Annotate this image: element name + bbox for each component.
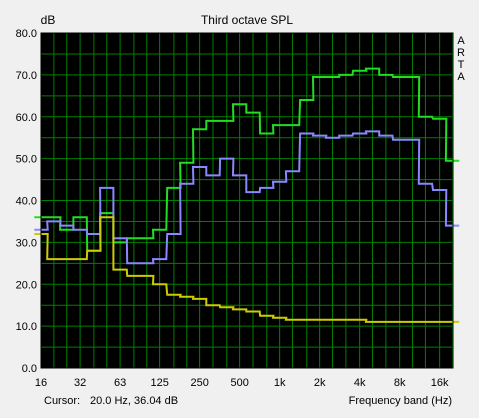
chart-title: Third octave SPL xyxy=(201,13,293,27)
side-label-letter: A xyxy=(457,35,465,47)
cursor-readout: 20.0 Hz, 36.04 dB xyxy=(90,395,178,407)
x-tick-label: 250 xyxy=(190,377,208,389)
y-axis-label: dB xyxy=(41,13,56,27)
y-tick-label: 40.0 xyxy=(16,196,37,208)
side-label-letter: T xyxy=(458,59,465,71)
grid-layer xyxy=(40,33,454,368)
side-label-letter: R xyxy=(457,47,465,59)
side-label-letter: A xyxy=(457,71,465,83)
x-tick-label: 16k xyxy=(431,377,449,389)
x-tick-label: 4k xyxy=(354,377,366,389)
y-tick-label: 30.0 xyxy=(16,237,37,249)
series-line-2 xyxy=(34,130,460,265)
y-tick-label: 80.0 xyxy=(16,28,37,40)
axis-layer: 0.0 10.0 20.0 30.0 40.0 50.0 60.0 70.0 80.0 16 32 6… xyxy=(16,28,454,389)
series-line-3 xyxy=(34,216,460,323)
x-axis-label: Frequency band (Hz) xyxy=(349,395,452,407)
y-tick-label: 0.0 xyxy=(22,363,37,375)
x-tick-label: 125 xyxy=(150,377,168,389)
x-tick-label: 500 xyxy=(230,377,248,389)
y-tick-label: 70.0 xyxy=(16,70,37,82)
y-tick-label: 10.0 xyxy=(16,321,37,333)
cursor-label: Cursor: xyxy=(44,395,80,407)
x-tick-label: 2k xyxy=(314,377,326,389)
x-tick-label: 8k xyxy=(394,377,406,389)
x-tick-label: 63 xyxy=(114,377,126,389)
y-tick-label: 20.0 xyxy=(16,279,37,291)
series-layer xyxy=(34,67,460,323)
x-tick-label: 16 xyxy=(35,377,47,389)
x-tick-label: 1k xyxy=(274,377,286,389)
y-tick-label: 60.0 xyxy=(16,112,37,124)
plot-frame xyxy=(40,32,454,369)
y-tick-label: 50.0 xyxy=(16,154,37,166)
series-line-1 xyxy=(34,67,460,252)
x-tick-label: 32 xyxy=(74,377,86,389)
